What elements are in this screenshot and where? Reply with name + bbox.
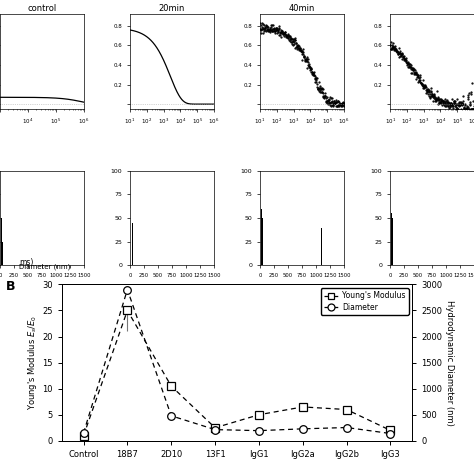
Text: B: B	[6, 280, 15, 293]
Legend: Young's Modulus, Diameter: Young's Modulus, Diameter	[320, 288, 409, 315]
Title: 40min: 40min	[289, 4, 315, 13]
Text: ms): ms)	[19, 258, 33, 267]
Bar	[329, 237, 330, 265]
Bar	[321, 228, 322, 265]
Bar	[132, 223, 133, 265]
Bar	[200, 242, 201, 265]
Title: control: control	[27, 4, 56, 13]
Bar	[2, 242, 3, 265]
Bar	[1, 218, 2, 265]
Y-axis label: Young's Modulus $E_s$/$E_0$: Young's Modulus $E_s$/$E_0$	[26, 315, 39, 410]
Bar	[391, 213, 392, 265]
Y-axis label: Hydrodynamic Diameter (nm): Hydrodynamic Diameter (nm)	[445, 300, 454, 426]
Text: Diameter (nm): Diameter (nm)	[19, 263, 70, 270]
Title: 20min: 20min	[159, 4, 185, 13]
Bar	[144, 194, 145, 265]
Bar	[301, 213, 302, 265]
Bar	[262, 218, 263, 265]
Bar	[261, 209, 262, 265]
